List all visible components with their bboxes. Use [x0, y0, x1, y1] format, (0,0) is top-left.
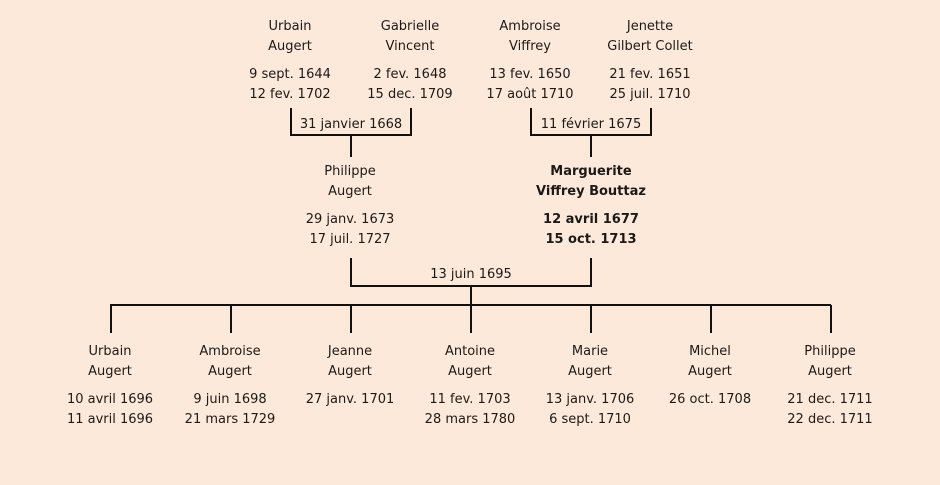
- last-name: Augert: [688, 364, 732, 379]
- first-name: Jeanne: [327, 344, 373, 359]
- first-name: Ambroise: [199, 344, 261, 359]
- death-date: [285, 410, 415, 430]
- death-date: 17 juil. 1727: [309, 232, 391, 247]
- first-name: Urbain: [268, 19, 312, 34]
- person-philippe-augert-father: Philippe Augert 29 janv. 1673 17 juil. 172…: [285, 162, 415, 250]
- death-date: 17 août 1710: [486, 87, 574, 102]
- first-name: Jenette: [626, 19, 674, 34]
- death-date: 21 mars 1729: [184, 412, 276, 427]
- person-marguerite-viffrey-bouttaz: Marguerite Viffrey Bouttaz 12 avril 1677 1…: [515, 162, 667, 250]
- person-child-marie-augert: Marie Augert 13 janv. 1706 6 sept. 1710: [525, 342, 655, 430]
- last-name: Augert: [268, 39, 312, 54]
- first-name: Philippe: [804, 344, 856, 359]
- person-jenette-gilbert-collet: Jenette Gilbert Collet 21 fev. 1651 25 jui…: [585, 17, 715, 105]
- death-date: 12 fev. 1702: [249, 87, 331, 102]
- maternal-marriage-date: 11 février 1675: [540, 117, 642, 132]
- last-name: Gilbert Collet: [607, 39, 693, 54]
- person-child-michel-augert: Michel Augert 26 oct. 1708: [645, 342, 775, 430]
- birth-date: 26 oct. 1708: [668, 392, 752, 407]
- birth-date: 29 janv. 1673: [305, 212, 395, 227]
- first-name: Urbain: [88, 344, 132, 359]
- first-name: Ambroise: [499, 19, 561, 34]
- first-name: Michel: [689, 344, 731, 359]
- birth-date: 13 fev. 1650: [489, 67, 571, 82]
- person-child-jeanne-augert: Jeanne Augert 27 janv. 1701: [285, 342, 415, 430]
- person-urbain-augert-grandfather: Urbain Augert 9 sept. 1644 12 fev. 1702: [225, 17, 355, 105]
- death-date: [645, 410, 775, 430]
- paternal-marriage-date: 31 janvier 1668: [299, 117, 403, 132]
- birth-date: 27 janv. 1701: [305, 392, 395, 407]
- person-gabrielle-vincent: Gabrielle Vincent 2 fev. 1648 15 dec. 1709: [345, 17, 475, 105]
- last-name: Augert: [328, 184, 372, 199]
- birth-date: 10 avril 1696: [66, 392, 154, 407]
- death-date: 15 oct. 1713: [545, 232, 637, 247]
- birth-date: 9 sept. 1644: [249, 67, 331, 82]
- person-child-urbain-augert: Urbain Augert 10 avril 1696 11 avril 1696: [45, 342, 175, 430]
- birth-date: 12 avril 1677: [543, 212, 639, 227]
- last-name: Augert: [328, 364, 372, 379]
- person-child-philippe-augert: Philippe Augert 21 dec. 1711 22 dec. 1711: [765, 342, 895, 430]
- first-name: Gabrielle: [380, 19, 440, 34]
- first-name: Marie: [571, 344, 609, 359]
- birth-date: 2 fev. 1648: [373, 67, 447, 82]
- birth-date: 9 juin 1698: [193, 392, 267, 407]
- birth-date: 21 dec. 1711: [787, 392, 873, 407]
- first-name: Marguerite: [550, 164, 632, 179]
- last-name: Augert: [568, 364, 612, 379]
- last-name: Viffrey Bouttaz: [536, 184, 646, 199]
- first-name: Antoine: [444, 344, 496, 359]
- last-name: Vincent: [385, 39, 435, 54]
- birth-date: 21 fev. 1651: [609, 67, 691, 82]
- last-name: Augert: [448, 364, 492, 379]
- birth-date: 11 fev. 1703: [429, 392, 511, 407]
- person-child-ambroise-augert: Ambroise Augert 9 juin 1698 21 mars 1729: [165, 342, 295, 430]
- death-date: 28 mars 1780: [424, 412, 516, 427]
- person-ambroise-viffrey: Ambroise Viffrey 13 fev. 1650 17 août 1710: [465, 17, 595, 105]
- last-name: Augert: [88, 364, 132, 379]
- first-name: Philippe: [324, 164, 376, 179]
- death-date: 15 dec. 1709: [367, 87, 453, 102]
- last-name: Viffrey: [509, 39, 551, 54]
- death-date: 25 juil. 1710: [609, 87, 691, 102]
- last-name: Augert: [208, 364, 252, 379]
- birth-date: 13 janv. 1706: [545, 392, 635, 407]
- last-name: Augert: [808, 364, 852, 379]
- death-date: 22 dec. 1711: [787, 412, 873, 427]
- person-child-antoine-augert: Antoine Augert 11 fev. 1703 28 mars 1780: [405, 342, 535, 430]
- death-date: 11 avril 1696: [66, 412, 154, 427]
- parents-marriage-date: 13 juin 1695: [430, 267, 512, 282]
- death-date: 6 sept. 1710: [549, 412, 631, 427]
